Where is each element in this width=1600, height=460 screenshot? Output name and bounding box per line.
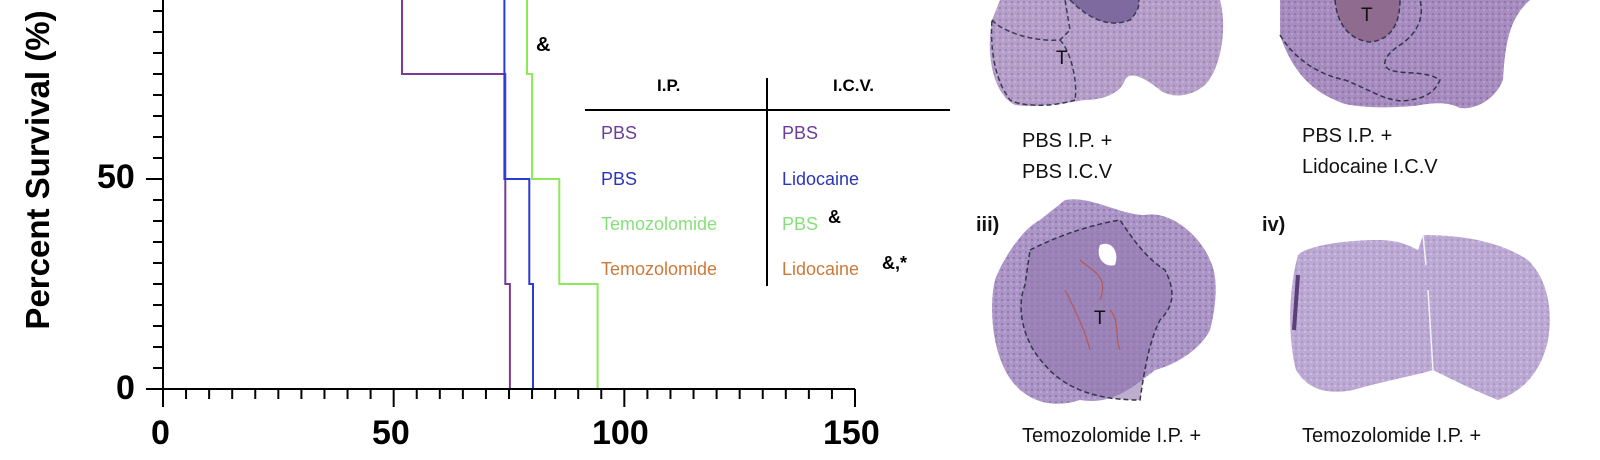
legend-table: I.P. I.C.V. PBS PBS PBS Lidocaine Temozo… [585,74,950,286]
brain-section-image [1279,0,1530,109]
brain-section-image [1290,234,1550,400]
y-tick-label-0: 0 [116,369,135,407]
tumor-label: T [1056,48,1068,69]
legend-row-4-icv: Lidocaine [782,259,860,279]
histology-panel-1: T PBS I.P. + PBS I.C.V [980,0,1240,190]
caption-line-2: PBS I.C.V [1022,161,1113,183]
caption-line-1: Temozolomide I.P. + [1022,425,1202,447]
tumor-label: T [1094,308,1106,329]
brain-section-image [989,0,1224,107]
survival-curve-2 [503,0,534,389]
histology-panel-2: T PBS I.P. + Lidocaine I.C.V [1275,0,1535,190]
legend-row-4-ip: Temozolomide [601,259,718,279]
histology-panel-3: iii) T Temozolomide I.P. + [970,190,1260,460]
x-tick-label-0: 0 [151,414,170,452]
legend-row-3-icv: PBS [782,214,819,234]
panel-caption: PBS I.P. + PBS I.C.V [1022,126,1112,188]
survival-curve-1 [401,0,511,389]
legend-row-1-icv: PBS [782,123,819,143]
histology-panel-4: iv) Temozolomide I.P. + [1258,190,1600,460]
legend-divider-vertical [766,78,768,286]
panel-label: iii) [976,214,1000,236]
legend-row-4-significance: &,* [882,253,908,273]
caption-line-1: PBS I.P. + [1022,130,1113,152]
legend-row-2-ip: PBS [601,169,638,189]
x-tick-label-100: 100 [592,414,649,452]
y-tick-label-50: 50 [97,158,135,196]
legend-row-2-icv: Lidocaine [782,169,860,189]
legend-row-3-significance: & [828,207,841,227]
caption-line-1: Temozolomide I.P. + [1302,425,1482,447]
survival-chart [146,0,856,407]
significance-annotation: & [536,34,551,56]
brain-section-image [992,199,1216,404]
tumor-label: T [1361,5,1373,26]
survival-curve-3 [526,0,599,389]
caption-line-2: Lidocaine I.C.V [1302,156,1438,178]
panel-caption: Temozolomide I.P. + [1022,421,1201,452]
x-tick-label-150: 150 [823,414,880,452]
panel-caption: PBS I.P. + Lidocaine I.C.V [1302,121,1438,183]
panel-caption: Temozolomide I.P. + [1302,421,1481,452]
legend-header-ip: I.P. [657,76,681,95]
caption-line-1: PBS I.P. + [1302,125,1393,147]
legend-row-1-ip: PBS [601,123,638,143]
x-tick-label-50: 50 [372,414,410,452]
y-axis-label: Percent Survival (%) [19,10,56,330]
legend-row-3-ip: Temozolomide [601,214,718,234]
panel-label: iv) [1262,214,1286,236]
legend-header-icv: I.C.V. [833,76,874,95]
